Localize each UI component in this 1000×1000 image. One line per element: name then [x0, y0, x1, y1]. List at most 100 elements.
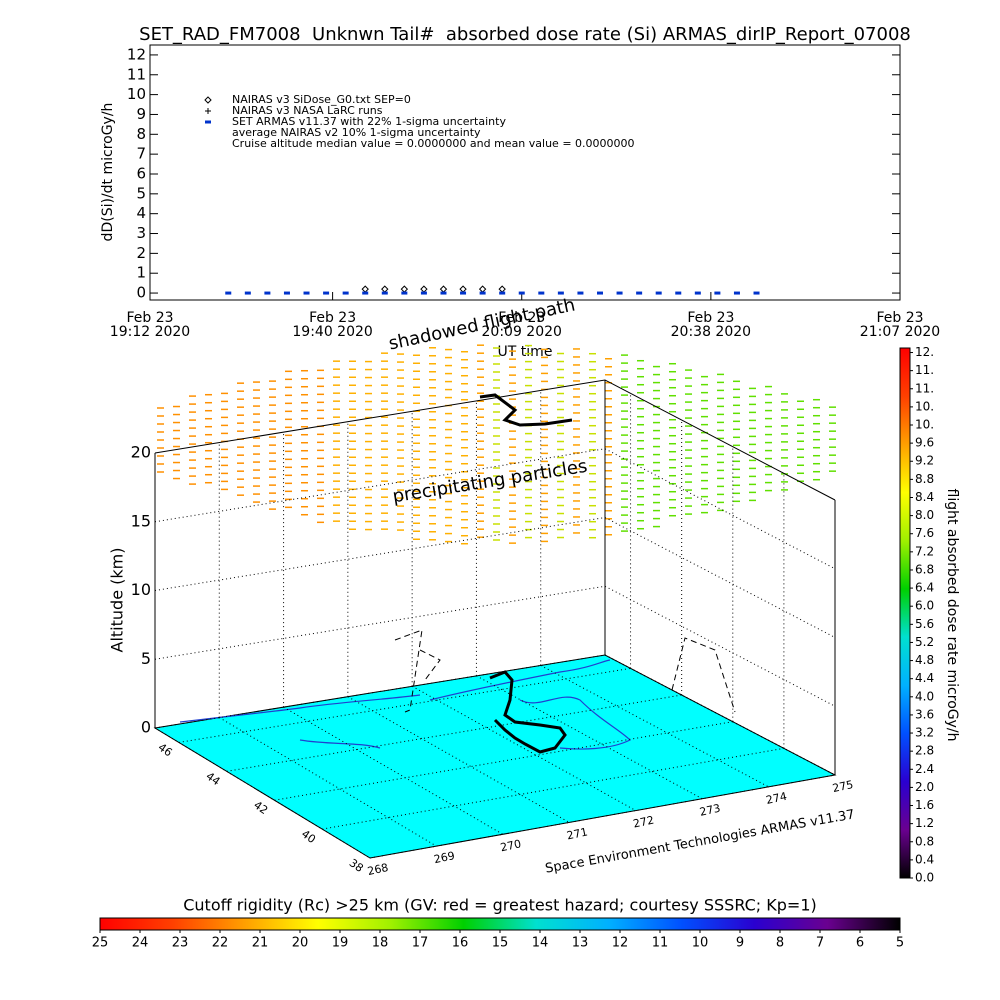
dot-marker — [636, 291, 643, 295]
x-tick-label: 19:12 2020 — [110, 324, 190, 340]
colorbar-tick-label: 13 — [572, 936, 589, 951]
colorbar-tick-label: 20 — [292, 936, 309, 951]
colorbar-tick-label: 21 — [252, 936, 269, 951]
colorbar-tick-label: 1.2 — [915, 816, 934, 830]
y-tick-label: 0 — [136, 284, 146, 302]
dot-marker — [303, 291, 310, 295]
dot-marker — [655, 291, 662, 295]
colorbar-tick-label: 18 — [372, 936, 389, 951]
dot-marker — [323, 291, 330, 295]
lat-grid-line — [369, 774, 836, 859]
dot-marker — [538, 291, 545, 295]
dot-marker — [479, 291, 486, 295]
plot-frame — [149, 44, 901, 301]
dot-marker — [714, 291, 721, 295]
z-tick-label: 15 — [131, 511, 151, 530]
colorbar-tick-label: 4.0 — [915, 689, 934, 703]
colorbar-tick-label: 12 — [612, 936, 629, 951]
dot-marker — [381, 291, 388, 295]
colorbar-tick-label: 0.0 — [915, 871, 934, 885]
dot-marker — [597, 291, 603, 295]
colorbar-tick-label: 10 — [692, 936, 709, 951]
x-tick-label: Feb 23 — [687, 310, 734, 326]
dot-marker — [225, 291, 232, 295]
dot-marker — [675, 291, 682, 295]
colorbar-tick-label: 7.6 — [915, 526, 934, 540]
coastline — [179, 659, 632, 750]
y-tick-label: 7 — [136, 145, 146, 163]
diamond-marker — [204, 96, 212, 104]
colorbar-tick-label: 6 — [856, 936, 864, 951]
dot-marker — [244, 291, 251, 295]
colorbar-tick-label: 6.4 — [915, 581, 934, 595]
y-tick-label: 10 — [127, 85, 146, 103]
lon-tick-label: 271 — [566, 825, 589, 842]
dot-marker — [753, 291, 760, 295]
flight-path — [479, 393, 573, 427]
colorbar-tick-label: 5.6 — [915, 617, 934, 631]
dot-marker — [460, 291, 467, 295]
colorbar-tick-label: 10. — [915, 399, 934, 413]
legend-note: average NAIRAS v2 10% 1-sigma uncertaint… — [232, 126, 481, 139]
z-tick-label: 10 — [131, 580, 151, 599]
lon-tick-label: 275 — [831, 778, 854, 795]
x-tick-label: 20:09 2020 — [482, 324, 562, 340]
y-tick-label: 8 — [136, 125, 146, 143]
colorbar — [99, 917, 901, 931]
legend-label: NAIRAS v3 SiDose_G0.txt SEP=0 — [232, 93, 411, 106]
colorbar-tick-label: 19 — [332, 936, 349, 951]
dot-marker — [342, 291, 349, 295]
z-tick-label: 0 — [141, 718, 151, 737]
colorbar-tick-label: 6.0 — [915, 599, 934, 613]
z-grid-line — [154, 448, 836, 570]
colorbar-tick-label: 9.2 — [915, 454, 934, 468]
lon-tick-label: 269 — [433, 849, 456, 866]
lon-grid-line — [347, 696, 570, 823]
lon-grid-line — [476, 675, 703, 800]
lat-grid-line — [274, 721, 733, 801]
colorbar-tick-label: 3.2 — [915, 726, 934, 740]
colorbar-tick-label: 14 — [532, 936, 549, 951]
lon-tick-label: 268 — [366, 861, 389, 878]
y-tick-label: 6 — [136, 164, 146, 182]
y-tick-label: 3 — [136, 224, 146, 242]
plus-marker — [205, 108, 211, 114]
y-tick-label: 9 — [136, 105, 146, 123]
y-tick-label: 5 — [136, 184, 146, 202]
colorbar-tick-label: 5 — [896, 936, 904, 951]
colorbar-tick-label: 25 — [92, 936, 109, 951]
colorbar-tick-label: 9.6 — [915, 436, 934, 450]
dot-marker — [440, 291, 447, 295]
x-tick-label: 21:07 2020 — [860, 324, 940, 340]
dot-marker — [362, 291, 369, 295]
y-tick-label: 4 — [136, 204, 146, 222]
x-tick-label: 20:38 2020 — [671, 324, 751, 340]
colorbar-tick-label: 5.2 — [915, 635, 934, 649]
dot-marker — [557, 291, 564, 295]
dot-marker — [420, 291, 427, 295]
lat-grid-line — [226, 694, 682, 772]
colorbar-tick-label: 11. — [915, 363, 934, 377]
dot-marker — [264, 291, 271, 295]
z-axis-label: Altitude (km) — [108, 548, 127, 653]
colorbar-tick-label: 23 — [172, 936, 189, 951]
colorbar-tick-label: 8 — [776, 936, 784, 951]
colorbar-tick-label: 6.8 — [915, 562, 934, 576]
dot-marker — [205, 120, 211, 124]
colorbar-title: flight absorbed dose rate microGy/h — [944, 489, 960, 742]
dot-marker — [283, 291, 290, 295]
x-tick-label: Feb 23 — [309, 310, 356, 326]
colorbar-tick-label: 10. — [915, 418, 934, 432]
dot-marker — [577, 291, 584, 295]
colorbar-tick-label: 7 — [816, 936, 824, 951]
colorbar-tick-label: 8.0 — [915, 508, 934, 522]
y-tick-label: 11 — [127, 65, 146, 83]
x-tick-label: 19:40 2020 — [292, 324, 372, 340]
colorbar-tick-label: 15 — [492, 936, 509, 951]
colorbar-tick-label: 12. — [915, 345, 934, 359]
z-grid-line — [154, 516, 836, 638]
dot-marker — [616, 291, 623, 295]
colorbar-tick-label: 8.4 — [915, 490, 934, 504]
